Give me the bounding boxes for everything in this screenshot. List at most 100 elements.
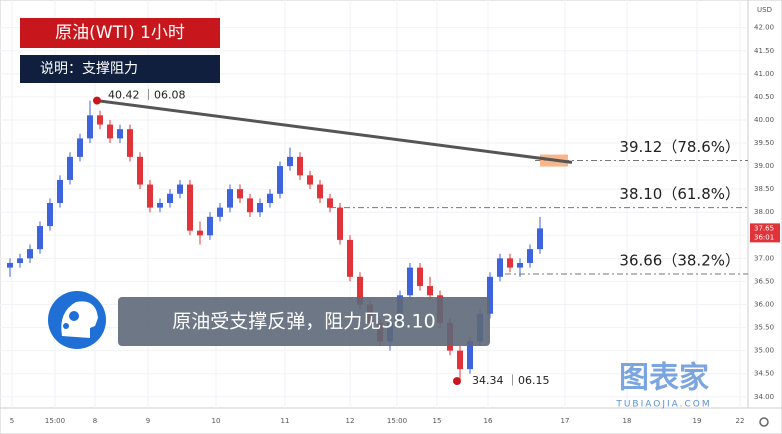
candle-body: [207, 216, 213, 236]
level-label: 39.12（78.6%）: [619, 138, 740, 156]
candle-body: [487, 276, 493, 314]
x-tick-label: 15: [433, 417, 442, 425]
y-tick-label: 36.50: [754, 277, 774, 285]
candle-body: [427, 286, 433, 296]
candle-body: [17, 258, 23, 263]
watermark-site: TUBIAOJIA.COM: [615, 400, 711, 410]
candle-body: [7, 262, 13, 268]
candle-body: [97, 115, 103, 125]
price-tag: [750, 223, 780, 243]
candle-body: [357, 276, 363, 305]
candle-body: [277, 166, 283, 194]
y-tick-label: 34.00: [754, 393, 774, 401]
countdown-label: 36:01: [754, 233, 774, 241]
candle-body: [237, 189, 243, 199]
y-tick-label: 42.00: [754, 24, 774, 32]
y-tick-label: 39.50: [754, 139, 774, 147]
candle-body: [467, 341, 473, 370]
candle-body: [287, 156, 293, 167]
x-tick-label: 12: [346, 417, 355, 425]
x-tick-label: 9: [146, 417, 150, 425]
level-label: 36.66（38.2%）: [619, 252, 740, 270]
subtitle: 说明：支撑阻力: [40, 61, 138, 77]
y-tick-label: 41.00: [754, 70, 774, 78]
watermark: 图表家 TUBIAOJIA.COM: [615, 361, 711, 410]
candle-body: [247, 198, 253, 213]
candle-body: [167, 193, 173, 203]
candle-body: [337, 207, 343, 240]
candle-body: [47, 203, 53, 227]
candle-body: [307, 175, 313, 185]
candle-body: [417, 267, 423, 287]
y-tick-label: 40.50: [754, 93, 774, 101]
y-tick-label: 34.50: [754, 370, 774, 378]
peak-marker: [93, 96, 101, 105]
candle-body: [217, 207, 223, 217]
watermark-title: 图表家: [619, 361, 709, 396]
candle-body: [107, 124, 113, 139]
candle-body: [27, 249, 33, 259]
y-tick-label: 39.00: [754, 162, 774, 170]
x-tick-label: 8: [93, 417, 97, 425]
y-tick-label: 38.00: [754, 208, 774, 216]
candle-body: [537, 228, 543, 250]
candle-body: [227, 189, 233, 208]
y-tick-label: 38.50: [754, 185, 774, 193]
trendline: [96, 99, 573, 164]
annotation: 原油受支撑反弹，阻力见38.10: [172, 311, 435, 333]
candle-body: [67, 156, 73, 180]
x-tick-label: 16: [484, 417, 493, 425]
chart-title: 原油(WTI) 1小时: [55, 23, 185, 43]
x-tick-label: 15:00: [45, 417, 65, 425]
candle-body: [527, 249, 533, 263]
settings-icon[interactable]: [759, 417, 769, 427]
candle-body: [177, 184, 183, 194]
x-tick-label: 5: [10, 417, 14, 425]
candle-body: [37, 226, 43, 250]
currency: USD: [757, 6, 772, 14]
x-tick-label: 19: [693, 417, 702, 425]
level-label: 38.10（61.8%）: [619, 185, 740, 203]
x-tick-label: 11: [281, 417, 290, 425]
y-tick-label: 36.00: [754, 301, 774, 309]
x-tick-label: 17: [561, 417, 570, 425]
logo-icon: [48, 291, 106, 349]
candle-body: [317, 184, 323, 199]
candle-body: [137, 156, 143, 185]
candle-body: [267, 193, 273, 203]
candle-body: [197, 230, 203, 236]
x-tick-label: 22: [736, 417, 745, 425]
candle-body: [257, 203, 263, 213]
candle-body: [147, 184, 153, 208]
candle-body: [407, 267, 413, 296]
candle-body: [457, 350, 463, 370]
title-box: [20, 18, 220, 48]
x-tick-label: 10: [212, 417, 221, 425]
candle-body: [117, 129, 123, 139]
trough-label: 34.34 ｜06.15: [472, 374, 549, 387]
candle-body: [497, 258, 503, 277]
candle-body: [77, 138, 83, 157]
y-tick-label: 35.00: [754, 347, 774, 355]
annotation-box: [118, 297, 490, 346]
peak-label: 40.42 ｜06.08: [108, 89, 185, 102]
candle-body: [297, 156, 303, 176]
y-tick-label: 41.50: [754, 47, 774, 55]
subtitle-box: [20, 55, 220, 83]
candle-body: [187, 184, 193, 231]
candle-body: [517, 262, 523, 268]
trough-marker: [453, 377, 461, 386]
candle-body: [157, 203, 163, 208]
x-tick-label: 18: [623, 417, 632, 425]
y-tick-label: 37.00: [754, 254, 774, 262]
candle-body: [327, 198, 333, 208]
price-tag-label: 37.65: [754, 224, 774, 232]
candle-body: [507, 258, 513, 268]
candle-body: [87, 115, 93, 139]
y-tick-label: 35.50: [754, 324, 774, 332]
y-tick-label: 40.00: [754, 116, 774, 124]
candle-body: [127, 129, 133, 157]
candle-body: [347, 239, 353, 277]
x-tick-label: 15:00: [387, 417, 407, 425]
